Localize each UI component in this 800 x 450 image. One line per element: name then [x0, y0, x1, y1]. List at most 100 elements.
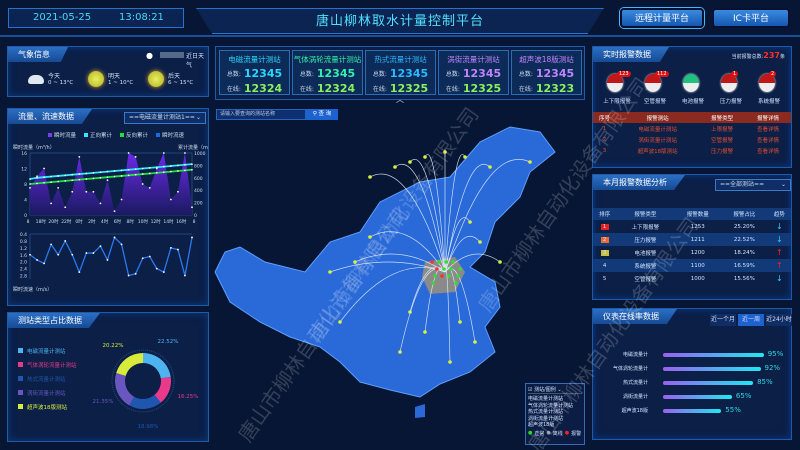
legend-label: 瞬时流速 [162, 131, 185, 139]
y-tick: 4 [24, 198, 27, 204]
monthly-station-select[interactable]: ==全部测站== ⌄ [715, 179, 791, 191]
flow-point [43, 167, 45, 170]
datetime-box: 2021-05-25 13:08:21 [8, 8, 184, 28]
legend-item[interactable]: 热式流量计测站 [528, 409, 564, 415]
arrow-down-icon: ↓ [775, 222, 783, 231]
monthly-table: 排序 报警类型 报警数量 报警占比 趋势 1 上下限报警 1253 25.20% ↓ 2 压力报警 1… [593, 208, 791, 285]
legend-title[interactable]: ☑ 测站/图例 ⌄ [528, 386, 582, 394]
online-rate-bar [663, 367, 761, 371]
station-marker [456, 274, 460, 278]
online-label: 在线: [299, 86, 314, 93]
station-card[interactable]: 热式流量计测站 总数: 12345 在线: 12325 [365, 50, 436, 95]
total-point [78, 178, 81, 181]
velocity-point [29, 253, 31, 256]
total-point [177, 170, 179, 172]
china-map[interactable] [210, 122, 590, 447]
legend-swatch [48, 133, 52, 137]
table-cell: 空管报警 [634, 276, 657, 283]
period-tab[interactable]: 近一周 [738, 314, 764, 326]
view-details-link[interactable]: 查看详情 [757, 148, 780, 155]
flow-station-select[interactable]: ==电磁流量计测站1== ⌄ [124, 112, 206, 124]
x-tick: 16时 [176, 218, 187, 225]
total-point [127, 168, 130, 171]
table-cell: 超声波18版测站 [637, 148, 678, 155]
pie-legend-item: 热式流量计测站 [18, 375, 66, 383]
velocity-point [106, 259, 109, 261]
velocity-point [78, 271, 81, 273]
column-header: 报警类型 [634, 212, 657, 218]
y-tick: 8 [24, 182, 27, 188]
flow-point [92, 190, 95, 193]
velocity-point [64, 240, 67, 242]
station-marker [368, 235, 372, 239]
alarm-ball-icon[interactable] [645, 74, 661, 92]
ic-card-platform-button[interactable]: IC卡平台 [712, 8, 790, 28]
y-right-tick: 0 [194, 213, 197, 219]
total-row: 总数: 12345 [439, 67, 508, 80]
total-label: 总数: [445, 71, 460, 78]
alarm-ball-icon[interactable] [721, 74, 737, 92]
table-cell: 1000 [690, 275, 705, 282]
total-point [191, 168, 193, 171]
period-tab[interactable]: 近一个月 [710, 314, 736, 326]
station-card[interactable]: 气体涡轮流量计测站 总数: 12345 在线: 12324 [292, 50, 363, 95]
bar-label: 涡街流量计 [622, 394, 648, 400]
collapse-icon[interactable]: ︿ [396, 95, 404, 104]
online-label: 在线: [445, 86, 460, 93]
slice-label: 18.98% [138, 424, 159, 430]
flow-point [191, 206, 193, 209]
total-point [29, 178, 31, 180]
table-cell: 15.56% [733, 275, 755, 282]
table-cell: 电磁流量计测站 [638, 126, 677, 133]
x-tick: 10时 [138, 218, 149, 225]
total-point [85, 178, 88, 180]
station-marker [498, 260, 502, 264]
y-tick: 1.6 [20, 253, 27, 259]
station-name: 热式流量计测站 [374, 55, 427, 64]
total-point [134, 173, 137, 176]
search-button[interactable]: ⚲ 查 询 [306, 109, 338, 120]
search-input[interactable]: 请输入要查询的测站名称 [216, 109, 306, 120]
station-card[interactable]: 涡街流量计测站 总数: 12345 在线: 12325 [438, 50, 509, 95]
flow-arc [444, 154, 466, 273]
y-tick: 2.4 [20, 267, 27, 273]
period-tab[interactable]: 近24小时 [766, 314, 792, 326]
station-type-title: 测站类型占比数据 [8, 313, 100, 328]
total-point [50, 181, 52, 183]
legend-item[interactable]: 涡街流量计测站 [528, 415, 564, 422]
monthly-title: 本月报警数据分析 [593, 175, 685, 190]
velocity-point [71, 253, 74, 256]
alarm-ball-icon[interactable] [759, 74, 775, 92]
total-label: 总数: [299, 71, 314, 78]
day-temp: 1 ~ 10°C [108, 80, 134, 86]
alarm-label: 系统报警 [757, 99, 780, 105]
station-card[interactable]: 电磁流量计测站 总数: 12345 在线: 12324 [219, 50, 290, 95]
alarm-ball-icon[interactable] [607, 74, 623, 92]
station-marker [528, 160, 532, 164]
velocity-point [155, 267, 158, 270]
station-card[interactable]: 超声波18版测站 总数: 12345 在线: 12323 [511, 50, 582, 95]
alarm-count-badge: 112 [655, 71, 669, 77]
alarm-title: 实时报警数据 [593, 47, 669, 62]
table-cell: 1253 [690, 223, 705, 230]
velocity-point [141, 257, 144, 260]
legend-item[interactable]: 电磁流量计测站 [528, 396, 564, 402]
legend-item[interactable]: 超声波18版 [528, 422, 555, 428]
station-marker [338, 320, 342, 324]
flow-point [71, 190, 74, 193]
remote-platform-button[interactable]: 远程计量平台 [620, 8, 704, 28]
total-point [106, 170, 109, 173]
status-label: 报警 [571, 430, 582, 437]
station-marker [451, 260, 455, 264]
view-details-link[interactable]: 查看详情 [757, 126, 780, 133]
donut-slice [129, 394, 161, 409]
station-marker [454, 281, 458, 285]
legend-item[interactable]: 气体涡轮流量计测站 [528, 402, 574, 409]
velocity-point [162, 271, 165, 273]
status-label: 离线 [552, 430, 563, 437]
status-dot-icon: ● [564, 429, 570, 436]
map-legend: ☑ 测站/图例 ⌄ 电磁流量计测站 气体涡轮流量计测站 热式流量计测站 涡街流量计测站… [525, 383, 585, 445]
alarm-ball-icon[interactable] [683, 74, 699, 92]
velocity-point [127, 274, 130, 277]
view-details-link[interactable]: 查看详情 [757, 137, 780, 144]
